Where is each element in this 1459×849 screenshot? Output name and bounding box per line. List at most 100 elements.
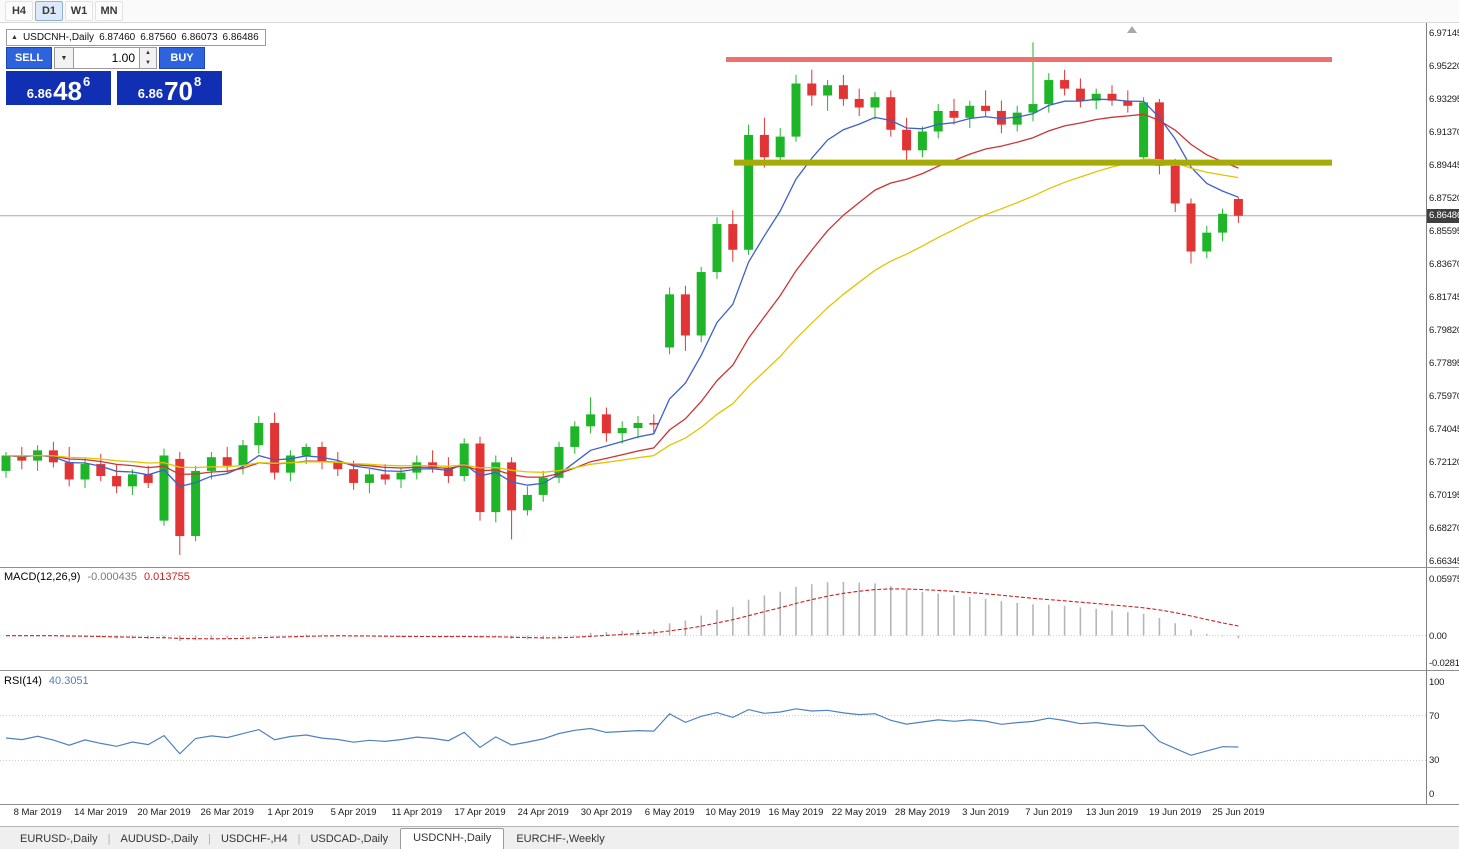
date-label: 24 Apr 2019 xyxy=(517,807,569,818)
date-label: 6 May 2019 xyxy=(644,807,695,818)
price-axis-label: 6.77895 xyxy=(1429,358,1459,369)
timeframe-button-mn[interactable]: MN xyxy=(95,1,123,21)
chart-tab-eurusd[interactable]: EURUSD-,Daily xyxy=(20,833,98,845)
chart-tab-audusd[interactable]: AUDUSD-,Daily xyxy=(120,833,199,845)
timeframe-toolbar: H4 D1 W1 MN xyxy=(0,0,1459,23)
collapse-triangle-icon[interactable]: ▲ xyxy=(11,34,18,41)
price-axis-label: 6.83670 xyxy=(1429,259,1459,270)
buy-price-pip: 8 xyxy=(194,74,202,89)
moving-averages-layer xyxy=(5,98,1239,488)
volume-dropdown-button[interactable]: ▼ xyxy=(54,47,74,69)
volume-decrease-button[interactable]: ▼ xyxy=(140,58,157,69)
price-axis-label: 6.70195 xyxy=(1429,490,1459,501)
chart-tab-usdcnh[interactable]: USDCNH-,Daily xyxy=(400,828,505,849)
macd-axis-label: -0.02816 xyxy=(1429,657,1459,669)
ma-medium-line xyxy=(5,113,1239,478)
date-label: 28 May 2019 xyxy=(894,807,950,818)
tab-separator: | xyxy=(297,833,301,845)
price-axis-label: 6.66345 xyxy=(1429,556,1459,567)
buy-price-digits: 70 xyxy=(164,75,193,106)
macd-axis-label: 0.00 xyxy=(1429,630,1447,642)
price-axis[interactable]: 6.97145 6.95220 6.93295 6.91370 6.89445 6.875… xyxy=(1426,23,1459,805)
date-label: 26 Mar 2019 xyxy=(200,807,254,818)
ma-slow-line xyxy=(5,158,1239,473)
date-label: 19 Jun 2019 xyxy=(1149,807,1202,818)
quote-box[interactable]: ▲ USDCNH-,Daily 6.87460 6.87560 6.86073 … xyxy=(6,29,266,46)
volume-increase-button[interactable]: ▲ xyxy=(140,47,157,58)
time-axis[interactable]: 8 Mar 2019 14 Mar 2019 20 Mar 2019 26 Mar 2… xyxy=(0,806,1459,822)
price-axis-label: 6.91370 xyxy=(1429,127,1459,138)
rsi-axis-label: 100 xyxy=(1429,677,1445,688)
rsi-axis-label: 30 xyxy=(1429,755,1440,767)
chart-shift-marker-icon[interactable] xyxy=(1127,26,1137,33)
price-axis-label: 6.89445 xyxy=(1429,160,1459,171)
rsi-axis-label: 70 xyxy=(1429,710,1440,722)
sell-price-pip: 6 xyxy=(83,74,91,89)
sell-price-digits: 48 xyxy=(53,75,82,106)
macd-axis-label: 0.059758 xyxy=(1429,573,1459,585)
date-label: 1 Apr 2019 xyxy=(267,807,314,818)
date-label: 14 Mar 2019 xyxy=(74,807,128,818)
price-axis-label: 6.74045 xyxy=(1429,424,1459,435)
rsi-title: RSI(14) xyxy=(4,675,42,687)
main-price-chart[interactable] xyxy=(0,23,1426,567)
price-axis-label: 6.85595 xyxy=(1429,226,1459,237)
macd-value-main: -0.000435 xyxy=(87,571,137,583)
chart-tab-usdchf[interactable]: USDCHF-,H4 xyxy=(220,833,288,845)
buy-price-prefix: 6.86 xyxy=(137,86,164,101)
price-axis-label: 6.93295 xyxy=(1429,94,1459,105)
volume-input[interactable] xyxy=(74,47,140,69)
ma-fast-line xyxy=(5,98,1239,488)
rsi-indicator-chart[interactable] xyxy=(0,672,1426,804)
chart-tab-eurchf[interactable]: EURCHF-,Weekly xyxy=(516,833,605,845)
date-label: 22 May 2019 xyxy=(831,807,887,818)
date-label: 25 Jun 2019 xyxy=(1212,807,1265,818)
timeframe-button-h4[interactable]: H4 xyxy=(5,1,33,21)
price-axis-label: 6.79820 xyxy=(1429,325,1459,336)
quote-high: 6.87560 xyxy=(140,32,177,43)
price-axis-label: 6.75970 xyxy=(1429,391,1459,402)
volume-spinner: ▲ ▼ xyxy=(140,47,157,69)
date-label: 5 Apr 2019 xyxy=(330,807,377,818)
tab-separator: | xyxy=(107,833,111,845)
buy-button[interactable]: BUY xyxy=(159,47,205,69)
macd-indicator-chart[interactable] xyxy=(0,568,1426,670)
price-axis-label: 6.81745 xyxy=(1429,292,1459,303)
date-label: 13 Jun 2019 xyxy=(1085,807,1139,818)
tab-separator: | xyxy=(208,833,211,845)
quote-low: 6.86073 xyxy=(181,32,218,43)
sell-price-display[interactable]: 6.86 48 6 xyxy=(6,71,111,105)
date-label: 10 May 2019 xyxy=(705,807,761,818)
price-axis-label: 6.95220 xyxy=(1429,61,1459,72)
macd-histogram xyxy=(20,581,1240,642)
chart-tab-bar: EURUSD-,Daily | AUDUSD-,Daily | USDCHF-,H4 | U… xyxy=(0,826,1459,849)
price-axis-label: 6.72120 xyxy=(1429,457,1459,468)
current-price-badge: 6.86486 xyxy=(1427,208,1459,223)
rsi-line xyxy=(5,708,1239,756)
date-label: 30 Apr 2019 xyxy=(580,807,633,818)
price-axis-label: 6.68270 xyxy=(1429,523,1459,534)
timeframe-button-d1[interactable]: D1 xyxy=(35,1,63,21)
quote-open: 6.87460 xyxy=(99,32,136,43)
sell-button[interactable]: SELL xyxy=(6,47,52,69)
quote-symbol: USDCNH-,Daily xyxy=(22,32,95,43)
macd-value-signal: 0.013755 xyxy=(143,571,190,583)
candles-layer xyxy=(1,42,1243,555)
macd-signal-line xyxy=(6,588,1239,640)
buy-price-display[interactable]: 6.86 70 8 xyxy=(117,71,222,105)
price-axis-label: 6.97145 xyxy=(1429,28,1459,39)
timeframe-button-w1[interactable]: W1 xyxy=(65,1,93,21)
date-label: 7 Jun 2019 xyxy=(1025,807,1073,818)
chart-tab-usdcad[interactable]: USDCAD-,Daily xyxy=(310,833,389,845)
one-click-trading-panel: SELL ▼ ▲ ▼ BUY 6.86 48 6 6.86 70 8 xyxy=(6,47,224,105)
date-label: 17 Apr 2019 xyxy=(454,807,506,818)
panel-separator[interactable] xyxy=(0,567,1459,568)
date-label: 16 May 2019 xyxy=(768,807,824,818)
date-label: 3 Jun 2019 xyxy=(962,807,1010,818)
quote-close: 6.86486 xyxy=(222,32,259,43)
panel-separator[interactable] xyxy=(0,670,1459,671)
macd-header: MACD(12,26,9) -0.000435 0.013755 xyxy=(4,571,190,583)
rsi-value: 40.3051 xyxy=(48,675,89,687)
date-label: 8 Mar 2019 xyxy=(13,807,62,818)
